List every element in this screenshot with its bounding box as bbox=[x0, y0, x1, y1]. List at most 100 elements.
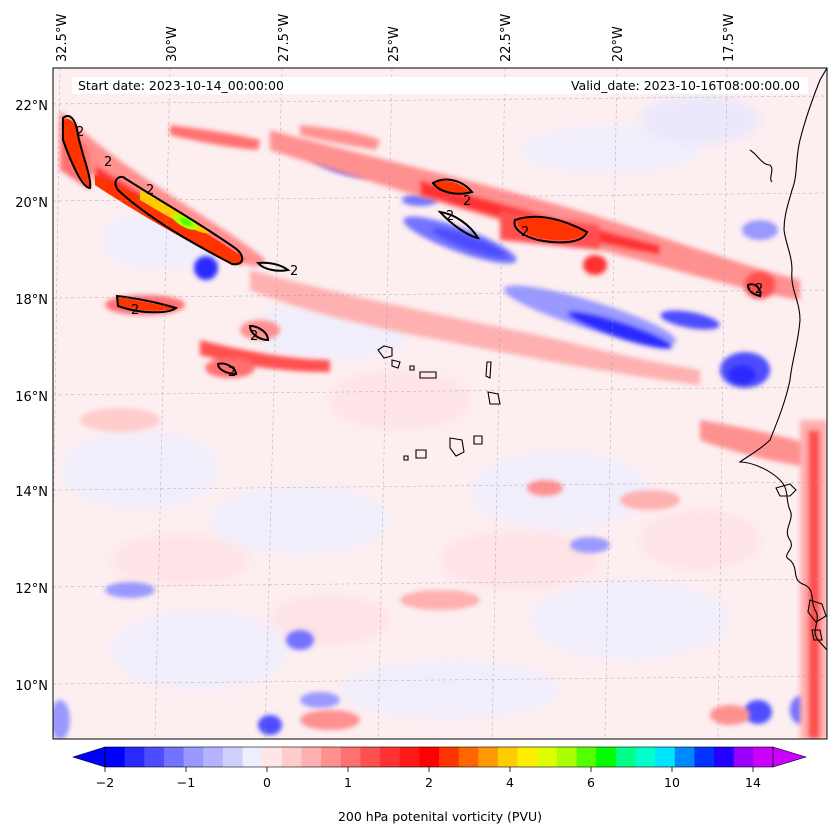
colorbar-segment bbox=[203, 747, 224, 767]
colorbar-segment bbox=[360, 747, 381, 767]
cape-verde-island bbox=[487, 391, 501, 405]
cape-verde-island bbox=[391, 359, 401, 369]
colorbar-segment bbox=[674, 747, 695, 767]
contour-label: 2 bbox=[521, 225, 529, 240]
cape-verde-island bbox=[449, 437, 465, 457]
colorbar-extend-max bbox=[772, 746, 808, 768]
contour-label: 2 bbox=[290, 264, 298, 279]
contour-2-east4 bbox=[746, 283, 762, 298]
colorbar-segment bbox=[222, 747, 244, 767]
pv-2-contours bbox=[62, 115, 762, 376]
cape-verde-island bbox=[485, 361, 492, 379]
colorbar-segment bbox=[439, 747, 460, 767]
colorbar-segment bbox=[753, 747, 774, 767]
lon-label: 32.5°W bbox=[55, 14, 70, 62]
colorbar-segment bbox=[380, 747, 401, 767]
gridlines bbox=[53, 68, 827, 739]
lat-label: 12°N bbox=[15, 582, 48, 597]
colorbar-segment bbox=[556, 747, 578, 767]
high-pv-cores bbox=[63, 118, 585, 311]
colorbar-segment bbox=[655, 747, 676, 767]
colorbar-segment bbox=[497, 747, 519, 767]
background-field bbox=[60, 95, 760, 720]
lon-label: 22.5°W bbox=[499, 14, 514, 62]
contour-2-blob1 bbox=[248, 324, 270, 342]
colorbar-segment bbox=[321, 747, 342, 767]
contour-label: 2 bbox=[463, 194, 471, 209]
lon-label: 27.5°W bbox=[277, 14, 292, 62]
colorbar-segment bbox=[163, 747, 185, 767]
colorbar-segment bbox=[144, 747, 165, 767]
cape-verde-island bbox=[473, 435, 483, 445]
cape-verde-island bbox=[403, 455, 409, 461]
colorbar-tick-label: 10 bbox=[664, 775, 680, 790]
contour-label: 2 bbox=[146, 183, 154, 198]
colorbar-tick-label: −1 bbox=[177, 775, 195, 790]
contour-2-main bbox=[114, 175, 244, 266]
latitude-labels: 22°N 20°N 18°N 16°N 14°N 12°N 10°N bbox=[15, 99, 48, 694]
cape-verde-island bbox=[415, 449, 427, 459]
colorbar-ticks bbox=[104, 767, 754, 772]
cape-verde-island bbox=[419, 371, 437, 379]
cape-verde-island bbox=[409, 365, 415, 371]
contour-2-blob2 bbox=[216, 362, 238, 376]
colorbar-segment bbox=[615, 747, 636, 767]
colorbar-segment bbox=[635, 747, 656, 767]
contour-label: 2 bbox=[755, 282, 763, 297]
colorbar-tick-label: 2 bbox=[425, 775, 433, 790]
africa-coastline bbox=[738, 68, 827, 651]
colorbar-tick-label: 4 bbox=[506, 775, 514, 790]
colorbar-segment bbox=[458, 747, 479, 767]
coastline bbox=[377, 68, 827, 651]
map-plot-area: 2 2 2 2 2 2 2 2 2 2 2 bbox=[53, 68, 827, 739]
map-frame bbox=[52, 67, 828, 740]
colorbar-segment bbox=[714, 747, 735, 767]
lat-label: 10°N bbox=[15, 679, 48, 694]
contour-label: 2 bbox=[131, 303, 139, 318]
colorbar-title: 200 hPa potenital vorticity (PVU) bbox=[338, 809, 542, 824]
colorbar-tick-label: 1 bbox=[344, 775, 352, 790]
colorbar-extend-min bbox=[71, 746, 106, 768]
contour-2-south bbox=[115, 294, 179, 314]
longitude-labels: 32.5°W 30°W 27.5°W 25°W 22.5°W 20°W 17.5… bbox=[55, 14, 737, 62]
contour-2-nw bbox=[62, 115, 92, 190]
contour-label: 2 bbox=[76, 125, 84, 140]
lon-label: 30°W bbox=[165, 26, 180, 62]
colorbar-segment bbox=[340, 747, 361, 767]
colorbar-segment bbox=[399, 747, 420, 767]
contour-label: 2 bbox=[250, 329, 258, 344]
colorbar-segment bbox=[281, 747, 302, 767]
lat-label: 22°N bbox=[15, 99, 48, 114]
colorbar-segment bbox=[733, 747, 754, 767]
colorbar-segment bbox=[242, 747, 263, 767]
start-date-label: Start date: 2023-10-14_00:00:00 bbox=[78, 78, 284, 93]
colorbar-tick-label: 14 bbox=[745, 775, 761, 790]
colorbar-tick-label: 0 bbox=[263, 775, 271, 790]
colorbar-segment bbox=[262, 747, 283, 767]
header-strip bbox=[72, 77, 808, 94]
lat-label: 16°N bbox=[15, 390, 48, 405]
lat-label: 14°N bbox=[15, 485, 48, 500]
lon-label: 17.5°W bbox=[722, 14, 737, 62]
cape-verde-island bbox=[377, 345, 393, 359]
colorbar-frame bbox=[104, 746, 774, 768]
valid-date-label: Valid_date: 2023-10-16T08:00:00.00 bbox=[571, 78, 800, 93]
colorbar-segment bbox=[694, 747, 715, 767]
contour-label: 2 bbox=[228, 365, 236, 380]
contour-2-east2 bbox=[437, 210, 481, 240]
colorbar-segment bbox=[576, 747, 597, 767]
contour-labels: 2 2 2 2 2 2 2 2 2 2 2 bbox=[76, 125, 763, 380]
colorbar-segment bbox=[105, 747, 126, 767]
colorbar-segment bbox=[124, 747, 145, 767]
colorbar-tick-label: −2 bbox=[96, 775, 114, 790]
colorbar-segments bbox=[105, 747, 774, 767]
colorbar-tick-label: 6 bbox=[587, 775, 595, 790]
contour-2-east1 bbox=[431, 178, 474, 195]
colorbar-segment bbox=[478, 747, 499, 767]
lat-label: 20°N bbox=[15, 196, 48, 211]
lat-label: 18°N bbox=[15, 293, 48, 308]
lon-label: 20°W bbox=[611, 26, 626, 62]
colorbar-segment bbox=[596, 747, 617, 767]
colorbar-segment bbox=[517, 747, 538, 767]
